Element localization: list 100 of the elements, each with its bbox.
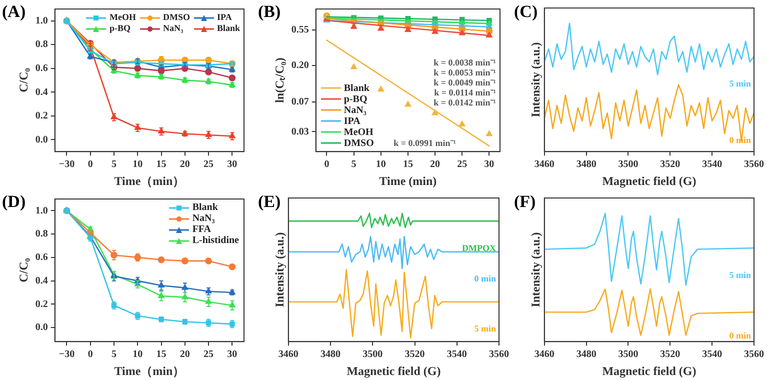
y-tick-label: 0.2 — [35, 298, 48, 310]
x-axis-title: Time（min） — [114, 364, 185, 378]
annotation: k = 0.0142 min⁻¹ — [434, 98, 496, 108]
x-tick-label: 3520 — [404, 349, 425, 360]
y-tick-label: 0.4 — [35, 86, 48, 98]
x-tick-label: 5 — [111, 159, 116, 170]
annotation: k = 0.0049 min⁻¹ — [434, 78, 496, 88]
x-tick-label: 15 — [402, 159, 413, 170]
x-tick-label: 30 — [484, 159, 494, 170]
x-tick-label: 3500 — [362, 349, 383, 360]
x-tick-label: 25 — [204, 159, 214, 170]
legend-label: DMSO — [162, 12, 190, 23]
x-tick-label: 3520 — [660, 159, 680, 170]
text: 5 min — [474, 324, 496, 334]
y-tick-label: 0.4 — [35, 275, 48, 286]
legend-label: Blank — [344, 82, 370, 94]
annotation: k = 0.0053 min⁻¹ — [434, 68, 496, 78]
legend-label: NaN₃ — [162, 23, 184, 34]
chart-title: (C) — [514, 2, 538, 22]
y-tick-label: 0.2 — [35, 110, 48, 122]
y-tick-label: 0.0 — [35, 322, 48, 334]
annotation: k = 0.0038 min⁻¹ — [434, 58, 496, 68]
x-tick-label: 10 — [132, 159, 143, 170]
x-tick-label: −30 — [58, 159, 75, 170]
chart-title: (E) — [258, 192, 281, 212]
x-tick-label: 3540 — [702, 159, 722, 170]
x-tick-label: 3460 — [534, 159, 554, 170]
x-tick-label: 3520 — [660, 349, 680, 360]
y-tick-label: 0.03 — [291, 126, 309, 138]
x-tick-label: 3560 — [744, 159, 764, 170]
y-tick-label: 0.07 — [291, 96, 309, 108]
x-tick-label: 0 — [88, 349, 93, 360]
legend-label: Blank — [216, 23, 240, 34]
x-axis-title: Magnetic field (G) — [346, 364, 441, 378]
y-tick-label: 0.55 — [291, 24, 309, 36]
x-axis-title: Magnetic field (G) — [602, 364, 696, 378]
y-tick-label: 0.20 — [291, 60, 309, 71]
x-tick-label: 30 — [227, 349, 238, 360]
series-label: 0 min — [729, 134, 751, 145]
x-tick-label: 3540 — [702, 349, 722, 360]
y-tick-label: 1.0 — [35, 15, 48, 26]
legend-label: p-BQ — [344, 94, 368, 105]
y-axis-title: Intensity (a.u.) — [528, 42, 542, 118]
legend-label: FFA — [192, 224, 212, 235]
legend-label: NaN₃ — [192, 213, 215, 224]
y-axis-title: C/C₀ — [16, 258, 30, 282]
legend-label: L-histidine — [192, 235, 239, 246]
legend-label: p-BQ — [109, 23, 130, 34]
x-tick-label: 0 — [324, 159, 330, 170]
series-label: 0 min — [729, 330, 751, 340]
x-tick-label: 0 — [88, 159, 93, 170]
y-axis-title: C/C₀ — [16, 68, 30, 92]
legend-label: IPA — [216, 12, 232, 23]
text: DMPOX — [462, 242, 496, 253]
x-tick-label: 15 — [156, 159, 166, 170]
legend-label: NaN₃ — [344, 104, 366, 116]
x-tick-label: 3500 — [618, 159, 638, 170]
series-label: 5 min — [729, 78, 751, 89]
y-tick-label: 0.0 — [35, 134, 48, 146]
x-tick-label: 5 — [111, 349, 116, 360]
x-tick-label: 3560 — [489, 349, 509, 360]
x-tick-label: 3480 — [576, 349, 596, 360]
y-tick-label: 0.6 — [35, 62, 48, 74]
x-tick-label: 25 — [204, 349, 214, 360]
x-tick-label: 20 — [430, 159, 440, 170]
text: 5 min — [729, 270, 751, 280]
y-axis-title: Intensity (a.u.) — [528, 232, 542, 308]
x-tick-label: 3500 — [618, 349, 638, 360]
legend-label: MeOH — [344, 126, 374, 138]
x-tick-label: 3460 — [534, 349, 554, 360]
y-tick-label: 0.6 — [35, 252, 48, 264]
x-tick-label: 20 — [180, 349, 190, 360]
x-tick-label: 20 — [180, 159, 190, 170]
x-axis-title: Time（min） — [114, 174, 185, 188]
x-tick-label: 5 — [351, 159, 356, 170]
chart-title: (B) — [258, 2, 281, 22]
x-tick-label: 30 — [227, 159, 238, 170]
x-tick-label: 25 — [457, 159, 468, 170]
text: 0 min — [474, 274, 496, 284]
y-tick-label: 0.8 — [35, 39, 48, 50]
x-tick-label: 10 — [132, 349, 143, 360]
chart-title: (A) — [2, 2, 26, 22]
y-axis-title: Intensity (a.u.) — [272, 232, 286, 308]
x-tick-label: 3560 — [744, 349, 764, 360]
x-tick-label: 10 — [376, 159, 386, 170]
x-tick-label: 3540 — [446, 349, 467, 360]
chart-title: (D) — [2, 192, 26, 212]
x-axis-title: Magnetic field (G) — [602, 174, 696, 188]
chart-title: (F) — [514, 192, 536, 212]
annotation: k = 0.0991 min⁻¹ — [394, 138, 456, 148]
legend-label: MeOH — [109, 12, 136, 23]
legend-label: Blank — [192, 202, 218, 213]
y-tick-label: 1.0 — [35, 205, 48, 216]
x-tick-label: 15 — [156, 349, 166, 360]
x-tick-label: −30 — [58, 349, 75, 360]
x-tick-label: 3480 — [320, 349, 341, 360]
x-tick-label: 3460 — [278, 349, 298, 360]
x-tick-label: 3480 — [576, 159, 596, 170]
legend-label: IPA — [344, 116, 360, 127]
y-axis-title: ln(Cₜ/C₀) — [272, 58, 286, 103]
